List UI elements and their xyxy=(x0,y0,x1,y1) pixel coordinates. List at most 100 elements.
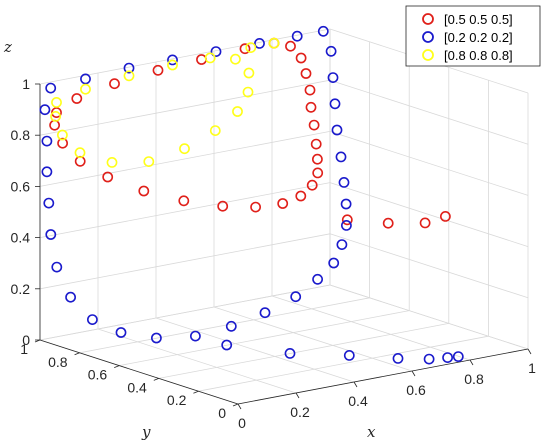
x-tick-mark xyxy=(469,359,474,366)
data-point xyxy=(143,156,155,167)
data-point xyxy=(152,64,164,76)
data-point xyxy=(254,38,265,49)
y-tick-label: 0.4 xyxy=(127,379,147,395)
data-point xyxy=(442,352,453,363)
data-point xyxy=(71,93,83,104)
series-2 xyxy=(50,37,280,168)
data-point xyxy=(268,37,280,49)
data-point xyxy=(80,83,91,95)
data-point xyxy=(312,167,324,179)
x-tick-label: 0.6 xyxy=(406,382,426,398)
data-point xyxy=(74,147,86,159)
x-tick-label: 1 xyxy=(528,360,536,376)
data-point xyxy=(335,151,347,163)
legend-label: [0.5 0.5 0.5] xyxy=(444,12,513,27)
data-point xyxy=(295,52,307,64)
grid-line xyxy=(198,335,489,392)
z-tick-label: 0.4 xyxy=(11,230,31,246)
y-tick-mark xyxy=(153,378,159,381)
data-point xyxy=(43,197,55,209)
grid-line xyxy=(79,297,370,354)
legend-label: [0.8 0.8 0.8] xyxy=(444,48,513,63)
data-point xyxy=(245,42,257,53)
data-point xyxy=(57,129,68,141)
series-0 xyxy=(49,37,451,229)
grid-line xyxy=(39,233,331,290)
data-point xyxy=(328,257,340,269)
data-point xyxy=(338,176,350,188)
data-point xyxy=(123,70,135,82)
data-point xyxy=(340,198,352,210)
y-tick-label: 0.2 xyxy=(167,392,187,408)
data-point xyxy=(178,195,190,207)
x-tick-label: 0.8 xyxy=(464,371,484,387)
data-point xyxy=(250,201,261,213)
y-tick-label: 0 xyxy=(218,405,226,421)
data-point xyxy=(210,46,222,57)
data-point xyxy=(336,239,348,250)
x-tick-mark xyxy=(295,392,300,399)
data-point xyxy=(41,135,53,147)
grid-line xyxy=(329,233,529,299)
grid-line xyxy=(155,317,355,383)
data-point xyxy=(312,273,323,285)
grid-line xyxy=(39,182,331,238)
data-point xyxy=(87,314,98,325)
data-point xyxy=(284,347,296,359)
legend-box xyxy=(405,5,541,67)
data-point xyxy=(45,82,57,94)
x-tick-label: 0.4 xyxy=(348,393,368,409)
data-point xyxy=(109,78,120,90)
legend-marker xyxy=(422,31,434,43)
y-axis-line xyxy=(39,339,239,405)
data-point xyxy=(49,119,60,131)
y-tick-mark xyxy=(232,403,239,407)
data-point xyxy=(106,156,118,168)
data-point xyxy=(291,30,303,42)
data-point xyxy=(243,67,255,79)
x-axis-label: x xyxy=(367,423,376,441)
data-point xyxy=(232,106,243,117)
z-axis-label: z xyxy=(3,38,12,56)
data-point xyxy=(419,217,431,229)
data-point xyxy=(452,351,464,362)
legend-label: [0.2 0.2 0.2] xyxy=(444,30,513,45)
grid-line xyxy=(39,79,331,136)
data-point xyxy=(310,138,322,150)
data-point xyxy=(167,59,178,71)
y-tick-mark xyxy=(114,365,120,368)
y-tick-mark xyxy=(193,390,199,394)
grid-line xyxy=(97,328,297,394)
legend-marker xyxy=(422,13,434,25)
data-point xyxy=(392,352,404,364)
data-point xyxy=(295,190,307,202)
z-tick-label: 1 xyxy=(22,76,30,92)
grid-line xyxy=(213,306,413,372)
data-point xyxy=(340,219,352,231)
data-point xyxy=(242,86,254,98)
axis-edges xyxy=(34,83,532,410)
data-point xyxy=(41,166,53,178)
data-point xyxy=(189,330,201,342)
data-point xyxy=(300,68,312,79)
z-tick-label: 0 xyxy=(22,332,30,348)
x-tick-label: 0.2 xyxy=(290,404,310,420)
data-point xyxy=(167,54,178,66)
data-point xyxy=(317,25,329,37)
data-point xyxy=(329,98,341,110)
grid-line xyxy=(329,182,529,247)
data-point xyxy=(327,72,339,83)
grid-line xyxy=(39,131,331,187)
y-tick-label: 0.8 xyxy=(48,354,68,370)
data-point xyxy=(305,101,317,113)
y-axis-label: y xyxy=(141,423,151,441)
legend-marker xyxy=(422,49,434,61)
data-point xyxy=(382,217,394,229)
grid-line xyxy=(329,284,529,350)
grid-line xyxy=(158,323,449,379)
grid-line xyxy=(329,131,529,196)
data-points xyxy=(39,25,464,365)
data-point xyxy=(204,52,216,64)
data-point xyxy=(239,43,251,55)
data-point xyxy=(57,137,68,149)
